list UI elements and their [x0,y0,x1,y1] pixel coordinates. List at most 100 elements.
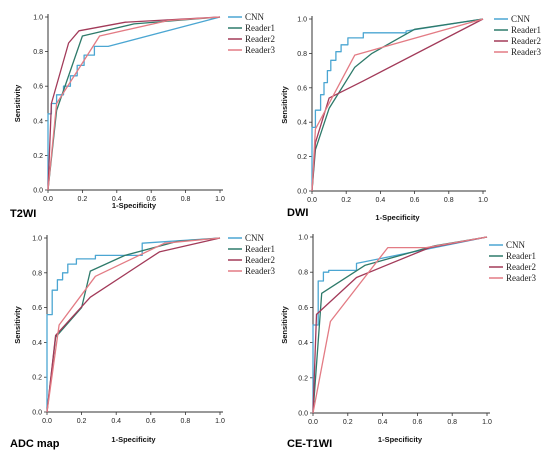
x-tick-label: 0.4 [376,197,386,204]
x-tick-label: 0.6 [146,418,156,425]
legend-label-reader1: Reader1 [511,25,541,35]
y-tick-label: 0.6 [33,84,43,91]
x-tick-label: 1.0 [482,419,492,426]
roc-panel-4: 0.0 0.2 0.4 0.6 0.8 1.0 0.0 0.2 0.4 0.6 0.8 1.0 Sens… [280,234,536,450]
y-tick-label: 0.0 [298,411,308,418]
x-tick-label: 0.2 [343,419,353,426]
y-tick-label: 1.0 [33,15,43,22]
x-tick-label: 0.6 [410,197,420,204]
roc-panel-2: 0.0 0.2 0.4 0.6 0.8 1.0 0.0 0.2 0.4 0.6 0.8 1.0 Sens… [280,14,541,222]
roc-curve-cnn [46,237,221,412]
y-tick-label: 0.8 [33,49,43,56]
y-tick-label: 0.2 [32,375,42,382]
legend-label-reader3: Reader3 [245,266,275,276]
x-tick-label: 1.0 [478,197,488,204]
x-tick-label: 0.0 [43,196,53,203]
y-axis-label: Sensitivity [13,84,22,122]
x-tick-label: 0.4 [112,196,122,203]
y-tick-label: 1.0 [298,235,308,242]
x-tick-label: 0.6 [413,419,423,426]
roc-curve-reader3 [46,237,221,413]
panel-label: ADC map [10,438,60,450]
x-axis-label: 1-Specificity [111,435,156,444]
panel-label: CE-T1WI [287,438,332,450]
legend-label-reader3: Reader3 [511,47,541,57]
legend-label-reader3: Reader3 [245,45,275,55]
y-axis-label: Sensitivity [13,305,22,343]
y-tick-label: 0.8 [298,270,308,277]
y-tick-label: 0.4 [297,120,307,127]
legend-label-reader2: Reader2 [506,262,536,272]
y-tick-label: 0.2 [297,154,307,161]
x-tick-label: 0.2 [341,197,351,204]
roc-curve-reader2 [47,16,221,191]
x-tick-label: 1.0 [215,196,225,203]
roc-curve-reader1 [312,236,488,414]
roc-curve-cnn [312,236,488,413]
x-tick-label: 0.2 [77,418,87,425]
legend-label-reader2: Reader2 [245,34,275,44]
y-tick-label: 0.6 [298,305,308,312]
x-tick-label: 1.0 [215,418,225,425]
y-tick-label: 0.0 [297,189,307,196]
y-axis-label: Sensitivity [280,305,289,343]
y-tick-label: 1.0 [297,17,307,24]
roc-curve-reader3 [47,16,221,191]
y-tick-label: 0.4 [32,340,42,347]
x-tick-label: 0.6 [146,196,156,203]
legend-label-cnn: CNN [506,240,526,250]
y-tick-label: 0.2 [298,375,308,382]
y-tick-label: 0.4 [298,340,308,347]
y-tick-label: 0.2 [33,153,43,160]
x-tick-label: 0.0 [42,418,52,425]
roc-curve-reader1 [311,18,484,192]
legend-label-reader2: Reader2 [511,36,541,46]
roc-curve-reader1 [47,16,221,191]
x-axis-label: 1-Specificity [375,213,420,222]
y-tick-label: 0.6 [297,85,307,92]
x-tick-label: 0.8 [444,197,454,204]
roc-curve-reader2 [312,236,488,414]
roc-curve-cnn [47,16,221,190]
legend-label-reader3: Reader3 [506,273,536,283]
y-tick-label: 0.8 [297,51,307,58]
x-axis-label: 1-Specificity [112,201,157,210]
roc-curve-reader2 [46,237,221,413]
roc-curve-reader2 [311,18,484,192]
roc-panel-3: 0.0 0.2 0.4 0.6 0.8 1.0 0.0 0.2 0.4 0.6 0.8 1.0 Sens… [10,233,275,450]
panel-label: DWI [287,207,308,219]
x-tick-label: 0.0 [308,419,318,426]
x-tick-label: 0.4 [111,418,121,425]
x-tick-label: 0.0 [307,197,317,204]
y-tick-label: 0.4 [33,118,43,125]
y-axis-label: Sensitivity [280,85,289,123]
y-tick-label: 1.0 [32,236,42,243]
legend-label-reader1: Reader1 [506,251,536,261]
x-axis-label: 1-Specificity [378,435,423,444]
y-tick-label: 0.6 [32,305,42,312]
legend-label-reader1: Reader1 [245,244,275,254]
legend-label-reader2: Reader2 [245,255,275,265]
legend-label-cnn: CNN [245,233,265,243]
y-tick-label: 0.0 [33,188,43,195]
x-tick-label: 0.4 [378,419,388,426]
x-tick-label: 0.8 [181,196,191,203]
legend-label-reader1: Reader1 [245,23,275,33]
legend-label-cnn: CNN [511,14,531,24]
x-tick-label: 0.8 [447,419,457,426]
x-tick-label: 0.2 [78,196,88,203]
roc-curve-cnn [311,18,484,191]
y-tick-label: 0.0 [32,410,42,417]
panel-label: T2WI [10,208,36,220]
y-tick-label: 0.8 [32,270,42,277]
legend-label-cnn: CNN [245,12,265,22]
roc-curve-reader3 [312,236,488,414]
roc-curve-reader3 [311,18,484,192]
x-tick-label: 0.8 [181,418,191,425]
roc-panel-1: 0.0 0.2 0.4 0.6 0.8 1.0 0.0 0.2 0.4 0.6 0.8 1.0 Sens… [10,12,275,220]
